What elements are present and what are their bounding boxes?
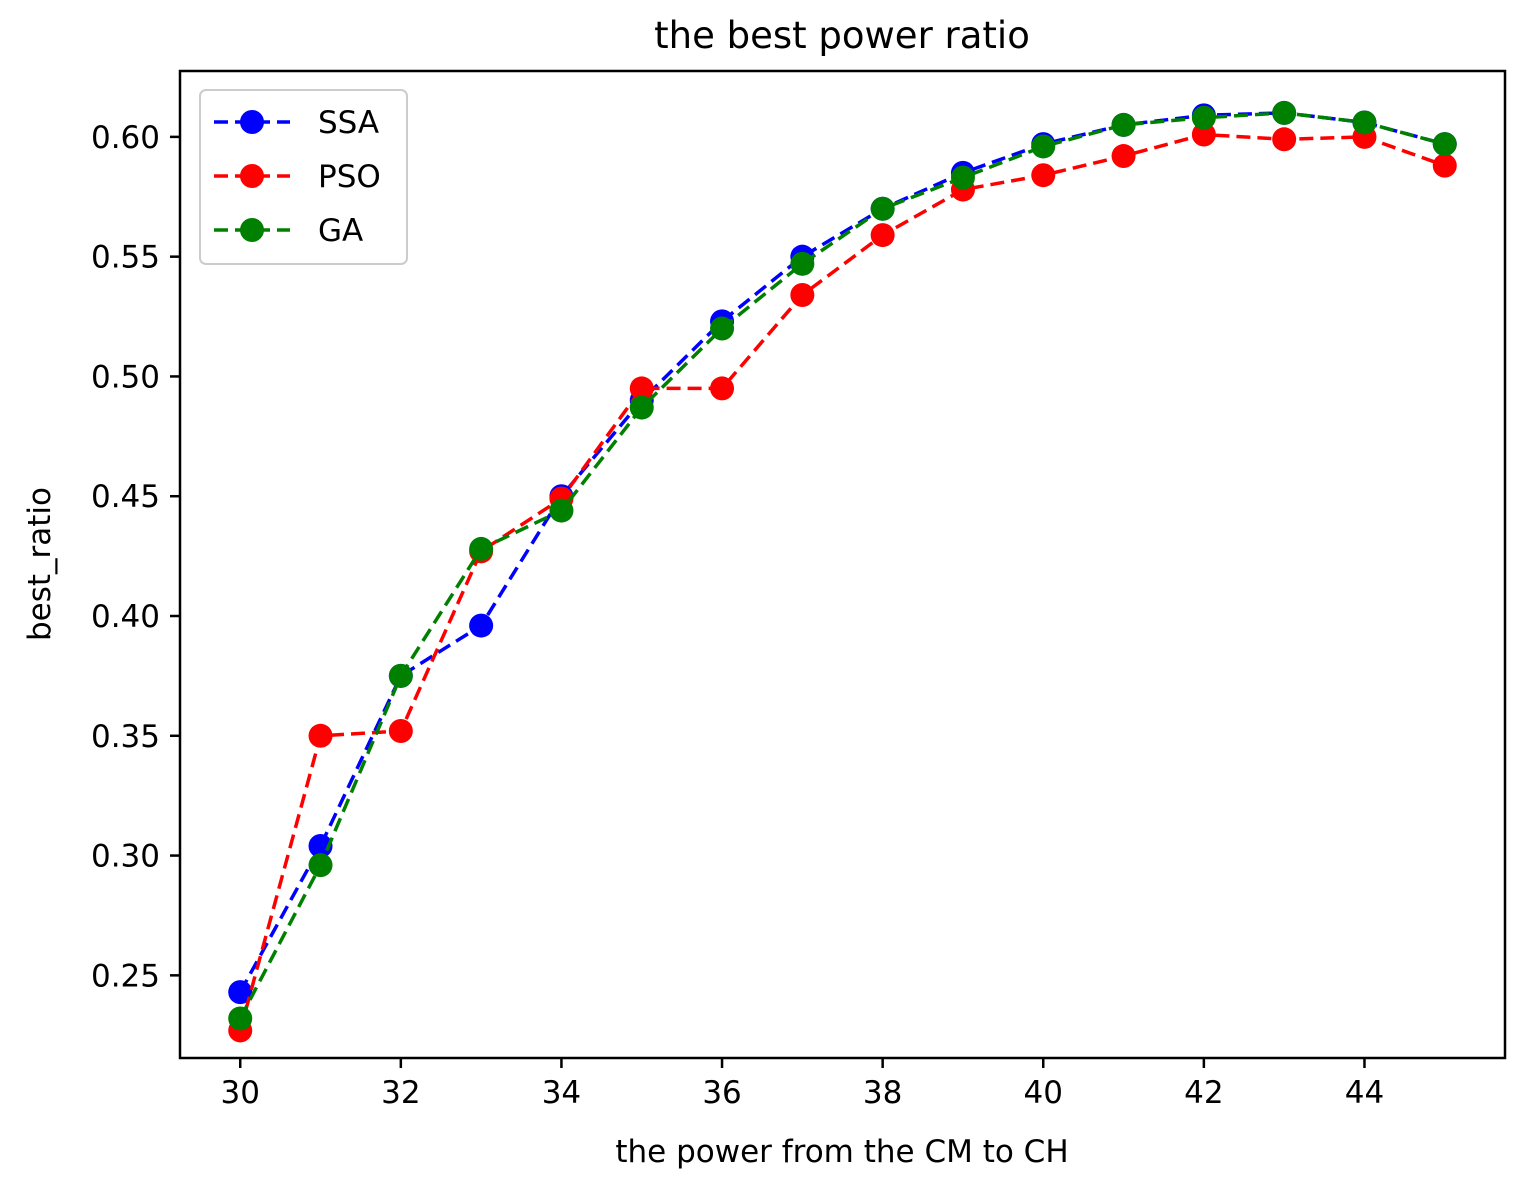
data-point-ga: [1432, 132, 1457, 157]
y-tick-label: 0.45: [91, 479, 160, 515]
data-point-pso: [1432, 153, 1457, 178]
data-point-pso: [629, 376, 654, 401]
legend-item-pso: PSO: [214, 159, 381, 195]
x-tick-label: 32: [381, 1075, 420, 1111]
x-tick-label: 38: [863, 1075, 902, 1111]
data-point-pso: [790, 282, 815, 307]
x-tick-label: 42: [1184, 1075, 1223, 1111]
legend-marker: [240, 164, 264, 188]
data-point-ga: [388, 663, 413, 688]
data-point-ga: [790, 251, 815, 276]
legend-marker: [240, 110, 264, 134]
legend: SSA PSO GA: [199, 89, 408, 265]
data-point-pso: [1031, 163, 1056, 188]
y-tick-label: 0.60: [91, 120, 160, 156]
y-tick-label: 0.30: [91, 839, 160, 875]
chart-title: the best power ratio: [654, 14, 1030, 57]
data-point-pso: [1111, 144, 1136, 169]
x-axis-title: the power from the CM to CH: [615, 1134, 1068, 1170]
x-tick-label: 36: [702, 1075, 741, 1111]
y-tick-label: 0.55: [91, 240, 160, 276]
data-point-ga: [308, 853, 333, 878]
data-point-pso: [1272, 127, 1297, 152]
data-point-ga: [1031, 134, 1056, 159]
data-point-ga: [629, 395, 654, 420]
data-point-ssa: [308, 833, 333, 858]
data-point-ga: [1352, 110, 1377, 135]
series-line-pso: [238, 132, 1446, 1031]
legend-item-ssa: SSA: [214, 105, 379, 141]
x-tick-label: 40: [1024, 1075, 1063, 1111]
data-point-pso: [308, 723, 333, 748]
x-tick-label: 34: [542, 1075, 581, 1111]
series-layer: [228, 100, 1457, 1043]
data-point-ssa: [228, 980, 253, 1005]
legend-label: GA: [318, 213, 363, 249]
y-tick-label: 0.35: [91, 719, 160, 755]
plot-frame: [178, 69, 1507, 1060]
series-ga: [228, 100, 1457, 1031]
data-point-ga: [228, 1006, 253, 1031]
y-axis-title: best_ratio: [22, 487, 58, 641]
series-line-ga: [238, 111, 1446, 1020]
legend-marker: [240, 218, 264, 242]
x-tick-label: 30: [221, 1075, 260, 1111]
legend-label: SSA: [318, 105, 379, 141]
data-point-ga: [710, 316, 735, 341]
y-tick-label: 0.40: [91, 599, 160, 635]
data-point-ga: [549, 498, 574, 523]
y-tick-label: 0.25: [91, 958, 160, 994]
axes-layer: 30 32 34 36 38 40 42 44 0.25 0.30 0.35 0.40 0.45 0.50…: [91, 120, 1384, 1111]
data-point-ga: [1111, 112, 1136, 137]
legend-item-ga: GA: [214, 213, 363, 249]
data-point-ga: [870, 196, 895, 221]
data-point-ga: [469, 536, 494, 561]
data-point-ga: [1272, 100, 1297, 125]
data-point-ga: [950, 165, 975, 190]
data-point-ga: [1191, 105, 1216, 130]
y-tick-label: 0.50: [91, 359, 160, 395]
x-tick-label: 44: [1345, 1075, 1384, 1111]
data-point-ssa: [469, 613, 494, 638]
data-point-pso: [870, 223, 895, 248]
data-point-pso: [1191, 122, 1216, 147]
legend-label: PSO: [318, 159, 381, 195]
data-point-pso: [388, 718, 413, 743]
data-point-pso: [710, 376, 735, 401]
